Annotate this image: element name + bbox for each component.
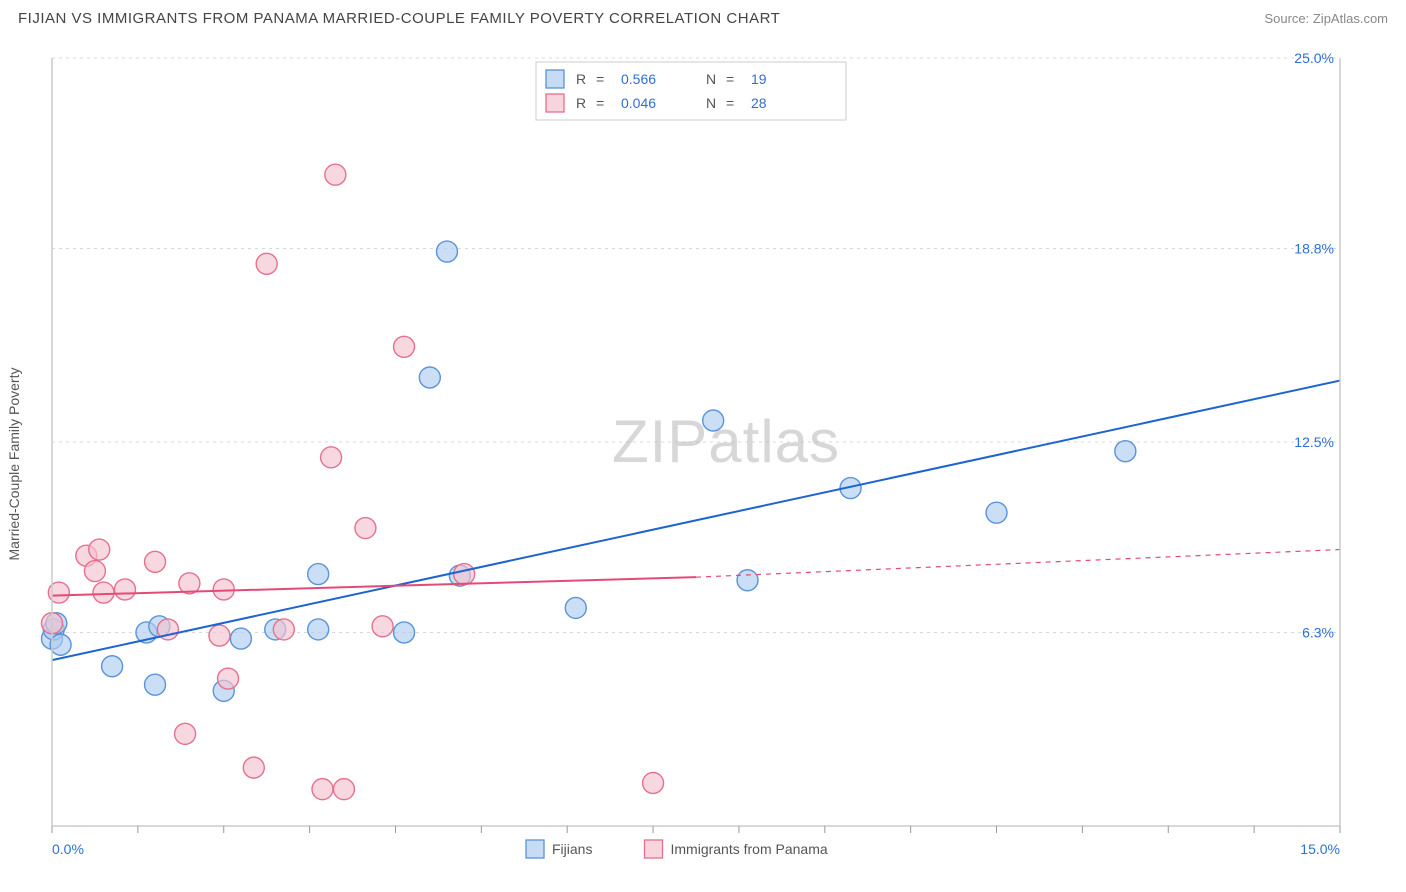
- data-point: [372, 616, 393, 637]
- data-point: [325, 164, 346, 185]
- legend-eq: =: [726, 71, 734, 87]
- data-point: [84, 561, 105, 582]
- data-point: [218, 668, 239, 689]
- source-attribution: Source: ZipAtlas.com: [1264, 11, 1388, 26]
- data-point: [308, 619, 329, 640]
- legend-n-label: N: [706, 95, 716, 111]
- data-point: [1115, 441, 1136, 462]
- data-point: [243, 757, 264, 778]
- data-point: [273, 619, 294, 640]
- x-min-label: 0.0%: [52, 841, 84, 857]
- data-point: [394, 336, 415, 357]
- x-max-label: 15.0%: [1300, 841, 1340, 857]
- legend-swatch: [645, 840, 663, 858]
- data-point: [436, 241, 457, 262]
- legend-swatch: [546, 94, 564, 112]
- regression-line: [52, 577, 696, 595]
- data-point: [312, 779, 333, 800]
- legend-r-value: 0.046: [621, 95, 656, 111]
- legend-n-label: N: [706, 71, 716, 87]
- data-point: [703, 410, 724, 431]
- data-point: [394, 622, 415, 643]
- legend-series-label: Fijians: [552, 841, 592, 857]
- data-point: [89, 539, 110, 560]
- legend-eq: =: [596, 71, 604, 87]
- watermark: ZIPatlas: [612, 408, 840, 475]
- legend-r-label: R: [576, 95, 586, 111]
- data-point: [50, 634, 71, 655]
- data-point: [213, 579, 234, 600]
- legend-swatch: [546, 70, 564, 88]
- data-point: [643, 772, 664, 793]
- data-point: [321, 447, 342, 468]
- legend-series-label: Immigrants from Panama: [671, 841, 828, 857]
- legend-eq: =: [596, 95, 604, 111]
- data-point: [145, 551, 166, 572]
- data-point: [355, 518, 376, 539]
- legend-n-value: 19: [751, 71, 767, 87]
- y-tick-label: 6.3%: [1302, 624, 1334, 640]
- data-point: [308, 564, 329, 585]
- y-tick-label: 18.8%: [1294, 240, 1334, 256]
- correlation-scatter-chart: 6.3% 12.5% 18.8% 25.0% ZIPatlas 0.0% 15.0% R = 0.…: [18, 44, 1358, 874]
- legend-swatch: [526, 840, 544, 858]
- data-point: [175, 723, 196, 744]
- chart-title: FIJIAN VS IMMIGRANTS FROM PANAMA MARRIED…: [18, 10, 780, 27]
- legend-r-label: R: [576, 71, 586, 87]
- data-point: [419, 367, 440, 388]
- y-tick-label: 12.5%: [1294, 434, 1334, 450]
- data-point: [333, 779, 354, 800]
- data-point: [737, 570, 758, 591]
- y-axis-label: Married-Couple Family Poverty: [6, 368, 22, 561]
- data-point: [454, 564, 475, 585]
- legend-r-value: 0.566: [621, 71, 656, 87]
- data-point: [565, 597, 586, 618]
- y-tick-label: 25.0%: [1294, 50, 1334, 66]
- data-point: [93, 582, 114, 603]
- data-point: [209, 625, 230, 646]
- data-point: [986, 502, 1007, 523]
- legend-eq: =: [726, 95, 734, 111]
- data-point: [102, 656, 123, 677]
- data-point: [114, 579, 135, 600]
- data-point: [145, 674, 166, 695]
- data-point: [256, 253, 277, 274]
- data-point: [230, 628, 251, 649]
- legend-n-value: 28: [751, 95, 767, 111]
- regression-line-extrapolated: [696, 550, 1340, 578]
